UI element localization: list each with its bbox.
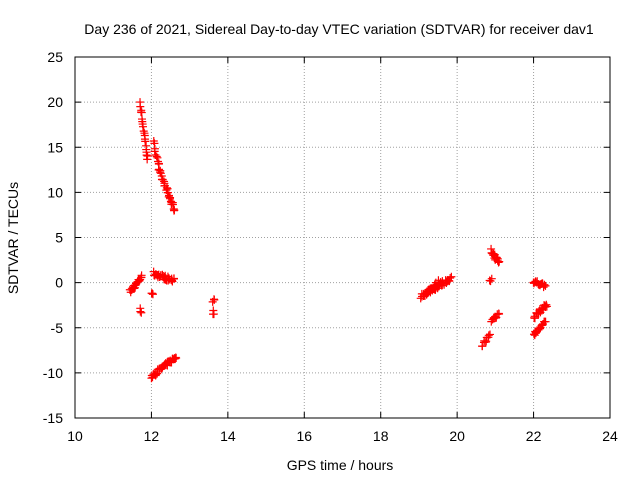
- y-tick-label: 20: [47, 94, 63, 110]
- data-point: [143, 155, 152, 164]
- data-point: [162, 183, 171, 192]
- data-point: [168, 200, 177, 209]
- y-tick-label: 25: [47, 49, 63, 65]
- data-point: [541, 317, 550, 326]
- axis-ticks: [74, 56, 611, 419]
- y-tick-label: 5: [55, 230, 63, 246]
- data-point: [493, 256, 502, 265]
- x-tick-label: 16: [296, 428, 312, 444]
- data-point: [435, 279, 444, 288]
- data-point: [542, 302, 551, 311]
- data-point: [136, 307, 145, 316]
- data-point: [137, 308, 146, 317]
- data-point: [152, 152, 161, 161]
- x-tick-label: 12: [144, 428, 160, 444]
- x-tick-label: 24: [602, 428, 618, 444]
- data-point: [436, 278, 445, 287]
- y-tick-label: 10: [47, 184, 63, 200]
- data-point: [151, 370, 160, 379]
- x-tick-label: 20: [449, 428, 465, 444]
- data-point: [541, 281, 550, 290]
- data-point: [540, 280, 549, 289]
- y-tick-label: -10: [43, 365, 63, 381]
- data-point: [209, 306, 218, 315]
- data-point: [209, 310, 218, 319]
- x-axis-title: GPS time / hours: [287, 457, 394, 473]
- data-point: [495, 309, 504, 318]
- data-point: [136, 102, 145, 111]
- y-tick-label: 15: [47, 139, 63, 155]
- data-point: [138, 122, 147, 131]
- data-point: [150, 147, 159, 156]
- data-point: [487, 274, 496, 283]
- y-tick-label: -15: [43, 410, 63, 426]
- data-point: [141, 137, 150, 146]
- data-point: [169, 274, 178, 283]
- x-tick-label: 10: [67, 428, 83, 444]
- x-tick-label: 22: [526, 428, 542, 444]
- x-tick-labels: 10 12 14 16 18 20 22 24: [67, 428, 618, 444]
- data-point: [170, 206, 179, 215]
- y-tick-label: 0: [55, 275, 63, 291]
- data-point: [158, 175, 167, 184]
- data-point: [172, 354, 181, 363]
- x-tick-label: 18: [373, 428, 389, 444]
- grid: [75, 57, 610, 418]
- y-tick-label: -5: [51, 320, 64, 336]
- chart-title: Day 236 of 2021, Sidereal Day-to-day VTE…: [84, 21, 594, 37]
- data-point: [478, 342, 487, 351]
- data-point: [156, 168, 165, 177]
- data-point: [137, 273, 146, 282]
- data-point: [446, 273, 455, 282]
- data-point: [148, 290, 157, 299]
- data-point: [164, 192, 173, 201]
- data-point: [484, 331, 493, 340]
- y-axis-title: SDTVAR / TECUs: [5, 182, 21, 294]
- x-tick-label: 14: [220, 428, 236, 444]
- data-point: [139, 127, 148, 136]
- data-point: [485, 276, 494, 285]
- data-point: [494, 258, 503, 267]
- data-point: [167, 358, 176, 367]
- data-point: [495, 257, 504, 266]
- y-tick-labels: -15 -10 -5 0 5 10 15 20 25: [43, 49, 63, 426]
- data-point: [447, 272, 456, 281]
- data-point: [210, 295, 219, 304]
- data-points: [125, 98, 551, 383]
- data-point: [492, 253, 501, 262]
- data-point: [485, 330, 494, 339]
